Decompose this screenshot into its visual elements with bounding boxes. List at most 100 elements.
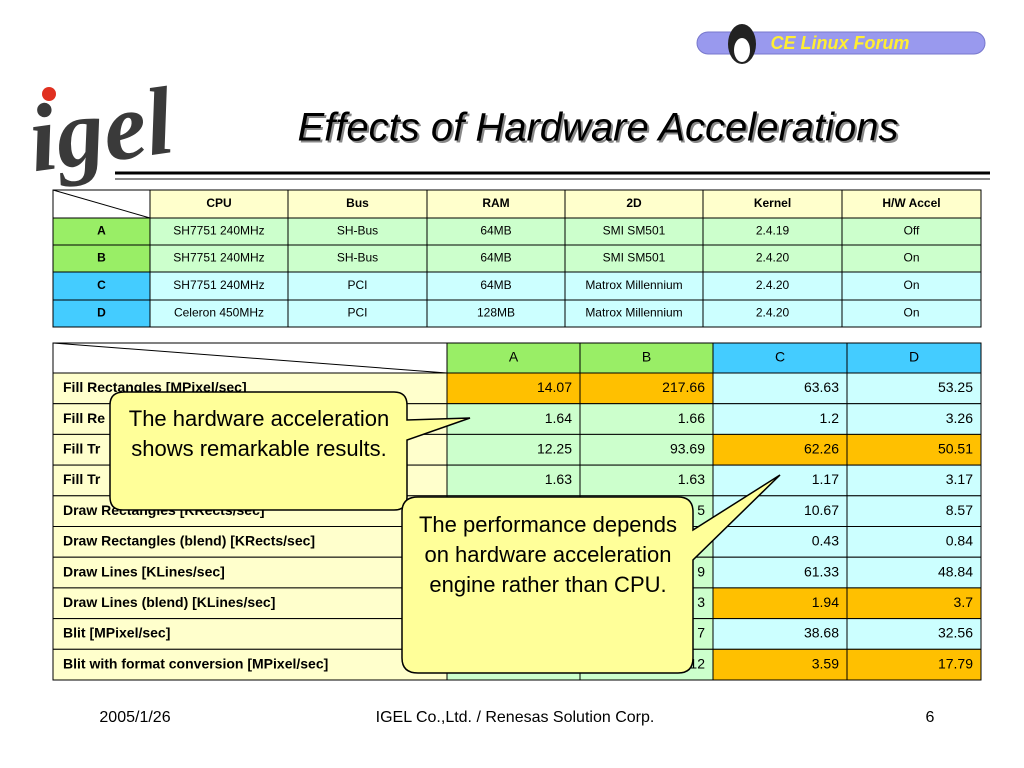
column-header: C: [775, 349, 785, 365]
row-header-cell: [52, 648, 448, 681]
cell-text: PCI: [347, 278, 367, 292]
cell-text: 128MB: [477, 306, 515, 320]
corner-diagonal: [52, 189, 151, 219]
column-header: B: [642, 349, 651, 365]
title-shadow: Effects of Hardware Accelerations: [300, 108, 901, 152]
row-header: A: [97, 224, 106, 238]
cell: [841, 271, 982, 301]
footer-page: 6: [926, 709, 935, 726]
cell-value: 10.67: [804, 502, 839, 518]
cell-text: SH7751 240MHz: [173, 224, 264, 238]
cell: [846, 372, 982, 405]
callout-text: The performance depends on hardware acce…: [418, 512, 678, 597]
header-cell: [287, 189, 428, 219]
cell-text: 2.4.20: [756, 306, 790, 320]
cell-text: SH-Bus: [337, 224, 378, 238]
cell-value: 0.43: [812, 533, 839, 549]
cell-value: 5: [697, 502, 705, 518]
cell: [841, 299, 982, 328]
row-header: Draw Lines [KLines/sec]: [63, 563, 225, 579]
cell-text: 64MB: [480, 224, 511, 238]
cell: [287, 244, 428, 273]
cell: [846, 464, 982, 497]
cell-text: SMI SM501: [603, 251, 666, 265]
cell: [702, 217, 843, 246]
cell: [846, 648, 982, 681]
row-header: Fill Tr: [63, 440, 101, 456]
cell: [426, 299, 566, 328]
cell: [846, 587, 982, 620]
callout-text: The hardware acceleration shows remarkab…: [128, 406, 390, 461]
cell: [426, 217, 566, 246]
cell-value: 32.56: [938, 625, 973, 641]
cell-text: Celeron 450MHz: [174, 306, 264, 320]
cell: [564, 244, 704, 273]
column-header: RAM: [482, 196, 509, 210]
cell-value: 62.26: [804, 440, 839, 456]
cell-value: 3.17: [946, 471, 973, 487]
column-header: A: [509, 349, 519, 365]
cell-text: SH7751 240MHz: [173, 278, 264, 292]
cell-value: 3.7: [954, 594, 974, 610]
cell-text: On: [903, 306, 919, 320]
cell-value: 53.25: [938, 379, 973, 395]
callout-box: [401, 474, 781, 674]
cell-value: 3.59: [812, 655, 839, 671]
cell: [149, 299, 289, 328]
cell: [712, 587, 848, 620]
title: Effects of Hardware Accelerations: [298, 106, 899, 150]
cell-text: Off: [904, 224, 920, 238]
cell-value: 3: [697, 594, 705, 610]
cell-value: 1.66: [678, 410, 705, 426]
cell: [712, 372, 848, 405]
cell-value: 12.25: [537, 440, 572, 456]
cell-value: 3.26: [946, 410, 973, 426]
cell-value: 50.51: [938, 440, 973, 456]
header-cell: [712, 342, 848, 374]
row-header: Fill Tr: [63, 471, 101, 487]
cell: [712, 464, 848, 497]
cell: [846, 433, 982, 466]
column-header: Bus: [346, 196, 369, 210]
cell: [841, 217, 982, 246]
badge: [696, 31, 986, 55]
cell: [149, 217, 289, 246]
cell: [846, 526, 982, 558]
badge-text: CE Linux Forum: [771, 33, 910, 53]
cell-text: Matrox Millennium: [585, 306, 682, 320]
column-header: D: [909, 349, 919, 365]
cell-text: On: [903, 278, 919, 292]
cell-text: Matrox Millennium: [585, 278, 682, 292]
row-header-cell: [52, 526, 448, 558]
callout-box: [109, 391, 471, 511]
cell-value: 0.84: [946, 533, 973, 549]
header-cell: [841, 189, 982, 219]
row-header: C: [97, 278, 106, 292]
logo-dot: [42, 87, 56, 101]
header-cell: [579, 342, 714, 374]
cell: [702, 244, 843, 273]
cell-value: 61.33: [804, 563, 839, 579]
cell-text: 64MB: [480, 251, 511, 265]
cell: [702, 271, 843, 301]
cell-value: 1.63: [678, 471, 705, 487]
cell-text: 2.4.20: [756, 278, 790, 292]
cell-text: SH7751 240MHz: [173, 251, 264, 265]
cell: [426, 271, 566, 301]
cell-value: 1.94: [812, 594, 839, 610]
row-header: Fill Re: [63, 410, 105, 426]
cell-text: 64MB: [480, 278, 511, 292]
cell-value: 8.57: [946, 502, 973, 518]
row-header: Draw Lines (blend) [KLines/sec]: [63, 594, 275, 610]
cell-value: 14.07: [537, 379, 572, 395]
footer-date: 2005/1/26: [99, 709, 170, 726]
cell-value: 93.69: [670, 440, 705, 456]
footer-company: IGEL Co.,Ltd. / Renesas Solution Corp.: [376, 709, 655, 726]
cell-text: On: [903, 251, 919, 265]
cell-value: 1.63: [545, 471, 572, 487]
cell: [446, 464, 581, 497]
cell: [712, 526, 848, 558]
cell-value: 217.66: [662, 379, 705, 395]
